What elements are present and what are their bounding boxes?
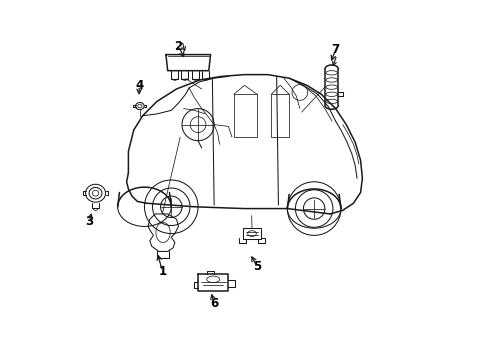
Text: 1: 1 (158, 265, 166, 278)
Text: 2: 2 (174, 40, 182, 53)
Text: 5: 5 (252, 260, 261, 273)
Text: 4: 4 (135, 79, 143, 92)
Text: 7: 7 (331, 43, 339, 56)
Text: 3: 3 (85, 215, 93, 228)
Text: 6: 6 (209, 297, 218, 310)
